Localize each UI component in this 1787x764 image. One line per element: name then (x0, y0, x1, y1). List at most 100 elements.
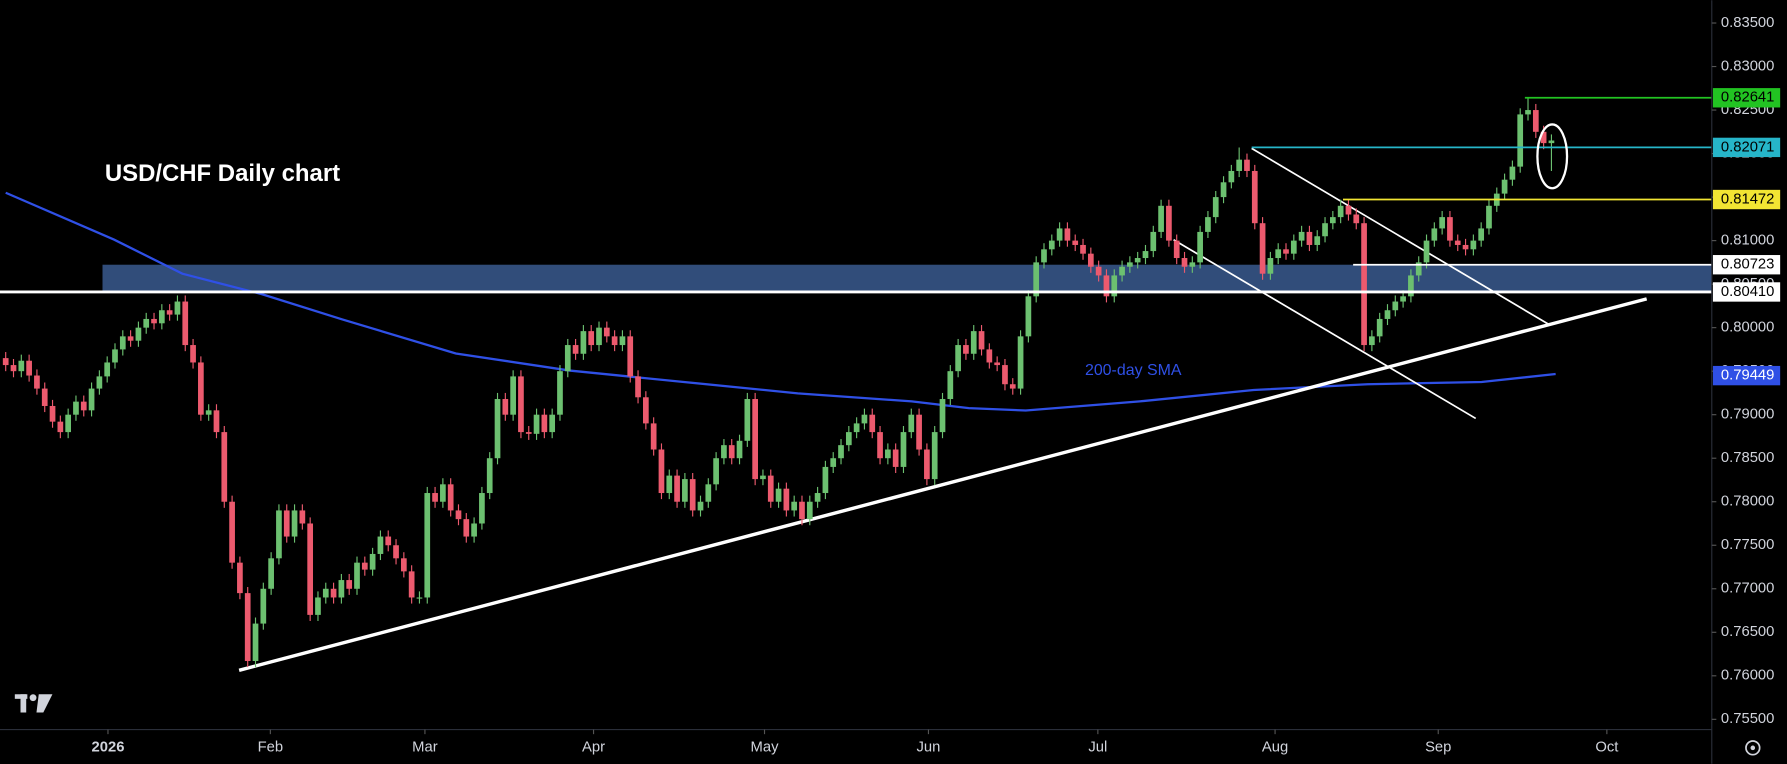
candle-body (463, 519, 470, 537)
candle-body (736, 440, 743, 459)
x-tick-label: May (751, 740, 780, 756)
level-label: 0.80410 (1721, 284, 1775, 300)
candle-body (322, 588, 329, 598)
candle-body (369, 553, 376, 570)
x-tick-label: Oct (1595, 740, 1618, 756)
candle-body (1228, 170, 1235, 183)
candle-body (783, 488, 790, 511)
x-tick-label: Aug (1262, 740, 1288, 756)
candle-body (471, 523, 477, 537)
candle-body (1486, 205, 1492, 229)
candle-body (1119, 266, 1125, 276)
candle-body (299, 510, 306, 524)
candle-body (775, 488, 782, 502)
candle-body (73, 401, 79, 415)
candle-body (682, 479, 688, 502)
candle-body (416, 597, 423, 599)
candle-body (705, 484, 712, 502)
candle-body (1212, 197, 1219, 218)
settings-icon[interactable] (1745, 740, 1761, 756)
candle-body (1298, 231, 1305, 241)
y-tick-label: 0.80000 (1721, 320, 1775, 336)
candle-body (1353, 214, 1360, 224)
candle-body (1439, 217, 1445, 229)
candle-body (283, 510, 290, 537)
candle-body (666, 475, 673, 494)
candle-body (1251, 170, 1258, 224)
candle-body (549, 414, 556, 433)
candle-body (1392, 301, 1399, 311)
candle-body (88, 388, 95, 411)
candle-body (354, 562, 360, 589)
candle-body (970, 331, 977, 354)
candle-body (1103, 275, 1110, 297)
candle-body (151, 318, 157, 324)
candle-body (635, 376, 641, 398)
candle-body (143, 318, 150, 328)
sma-value-box (1712, 365, 1781, 386)
y-tick-label: 0.79000 (1721, 407, 1775, 423)
candle-body (1384, 310, 1391, 319)
candle-body (1127, 262, 1133, 267)
candle-body (728, 445, 735, 459)
candle-body (564, 345, 571, 372)
candle-body (1134, 258, 1141, 263)
candle-body (1056, 228, 1063, 241)
candle-body (1525, 110, 1531, 115)
y-tick-label: 0.76500 (1721, 624, 1775, 640)
sma-value-label: 0.79449 (1721, 368, 1775, 384)
candle-body (1181, 258, 1188, 267)
candle-body (1017, 336, 1024, 389)
candle-body (916, 414, 922, 450)
candle-body (1064, 228, 1071, 241)
candle-body (127, 336, 134, 341)
candle-body (799, 501, 805, 520)
trendline (238, 297, 1648, 672)
candle-body (1189, 262, 1196, 267)
candle-body (978, 331, 985, 350)
candle-body (205, 410, 212, 415)
candle-body (10, 365, 17, 372)
candle-body (1548, 140, 1555, 144)
candle-body (908, 414, 915, 433)
candle-body (1150, 231, 1157, 252)
candle-body (806, 501, 813, 520)
candle-body (1447, 217, 1453, 241)
candle-body (1267, 258, 1274, 274)
candle-body (182, 301, 189, 346)
x-tick-label: Jun (917, 740, 941, 756)
candle-body (268, 558, 274, 589)
candle-body (49, 405, 56, 422)
candle-body (986, 349, 993, 363)
candle-body (1376, 318, 1383, 337)
candle-body (307, 523, 314, 615)
candle-body (338, 580, 345, 598)
candle-body (237, 562, 243, 594)
candle-body (1259, 223, 1266, 274)
candle-body (533, 414, 540, 434)
candle-body (596, 327, 602, 346)
sma-line (5, 191, 1556, 412)
candle-body (361, 562, 368, 570)
candle-body (510, 376, 516, 415)
candle-body (939, 399, 946, 433)
candle-body (1173, 240, 1180, 259)
candle-body (119, 336, 126, 350)
candle-body (611, 336, 618, 346)
candle-body (752, 399, 758, 480)
candle-body (346, 580, 353, 589)
candle-body (869, 414, 876, 433)
candle-body (1462, 244, 1469, 250)
candle-body (1095, 266, 1102, 276)
candle-body (1205, 217, 1211, 232)
candle-body (166, 310, 173, 315)
candle-body (861, 414, 868, 424)
candle-body (1009, 384, 1016, 389)
x-tick-label: 2026 (92, 740, 125, 756)
y-tick-label: 0.78000 (1721, 494, 1775, 510)
candle-body (924, 449, 930, 480)
candle-body (135, 327, 142, 341)
level-label-box (1712, 282, 1781, 302)
candle-body (229, 501, 235, 563)
